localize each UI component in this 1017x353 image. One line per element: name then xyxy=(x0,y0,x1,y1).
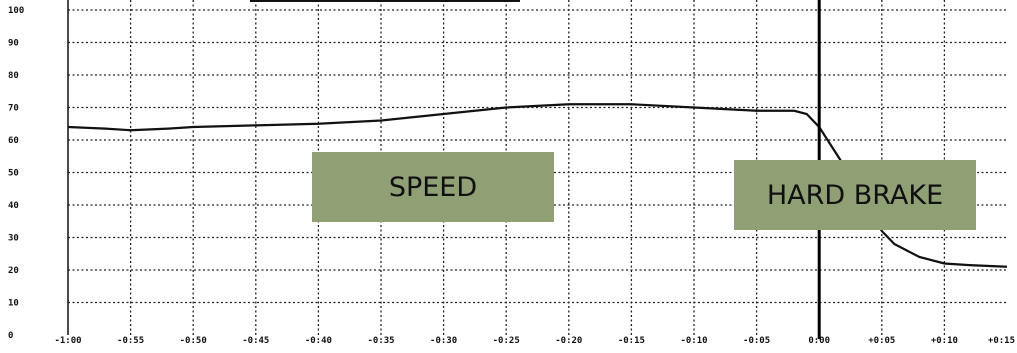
x-tick-label: +0:15 xyxy=(988,336,1015,346)
x-tick-label: -0:45 xyxy=(242,336,269,346)
y-tick-label: 70 xyxy=(8,104,19,114)
x-tick-label: -0:05 xyxy=(743,336,770,346)
x-tick-label: -0:30 xyxy=(430,336,457,346)
x-tick-label: -0:15 xyxy=(618,336,645,346)
x-tick-label: -1:00 xyxy=(54,336,81,346)
y-tick-label: 30 xyxy=(8,234,19,244)
x-axis-ticks: -1:00 -0:55 -0:50 -0:45 -0:40 -0:35 -0:30 -0:25… xyxy=(54,336,1015,346)
y-tick-label: 80 xyxy=(8,71,19,81)
y-tick-label: 10 xyxy=(8,299,19,309)
x-tick-label: -0:35 xyxy=(367,336,394,346)
y-tick-label: 0 xyxy=(8,331,13,341)
x-tick-label: -0:55 xyxy=(117,336,144,346)
y-tick-label: 60 xyxy=(8,136,19,146)
y-tick-label: 50 xyxy=(8,169,19,179)
x-tick-label: 0:00 xyxy=(808,336,830,346)
x-tick-label: -0:40 xyxy=(305,336,332,346)
speed-series-line xyxy=(67,103,1008,268)
y-tick-label: 90 xyxy=(8,39,19,49)
y-axis-ticks: 0 10 20 30 40 50 60 70 80 90 100 xyxy=(8,6,24,341)
speed-annotation: SPEED xyxy=(312,152,554,222)
x-tick-label: +0:05 xyxy=(868,336,895,346)
x-tick-label: -0:50 xyxy=(180,336,207,346)
series-layer xyxy=(67,103,1008,268)
y-tick-label: 100 xyxy=(8,6,24,16)
x-tick-label: +0:10 xyxy=(931,336,958,346)
x-tick-label: -0:25 xyxy=(493,336,520,346)
hard-brake-annotation: HARD BRAKE xyxy=(734,160,976,230)
y-tick-label: 40 xyxy=(8,201,19,211)
x-tick-label: -0:10 xyxy=(680,336,707,346)
y-tick-label: 20 xyxy=(8,266,19,276)
x-tick-label: -0:20 xyxy=(555,336,582,346)
